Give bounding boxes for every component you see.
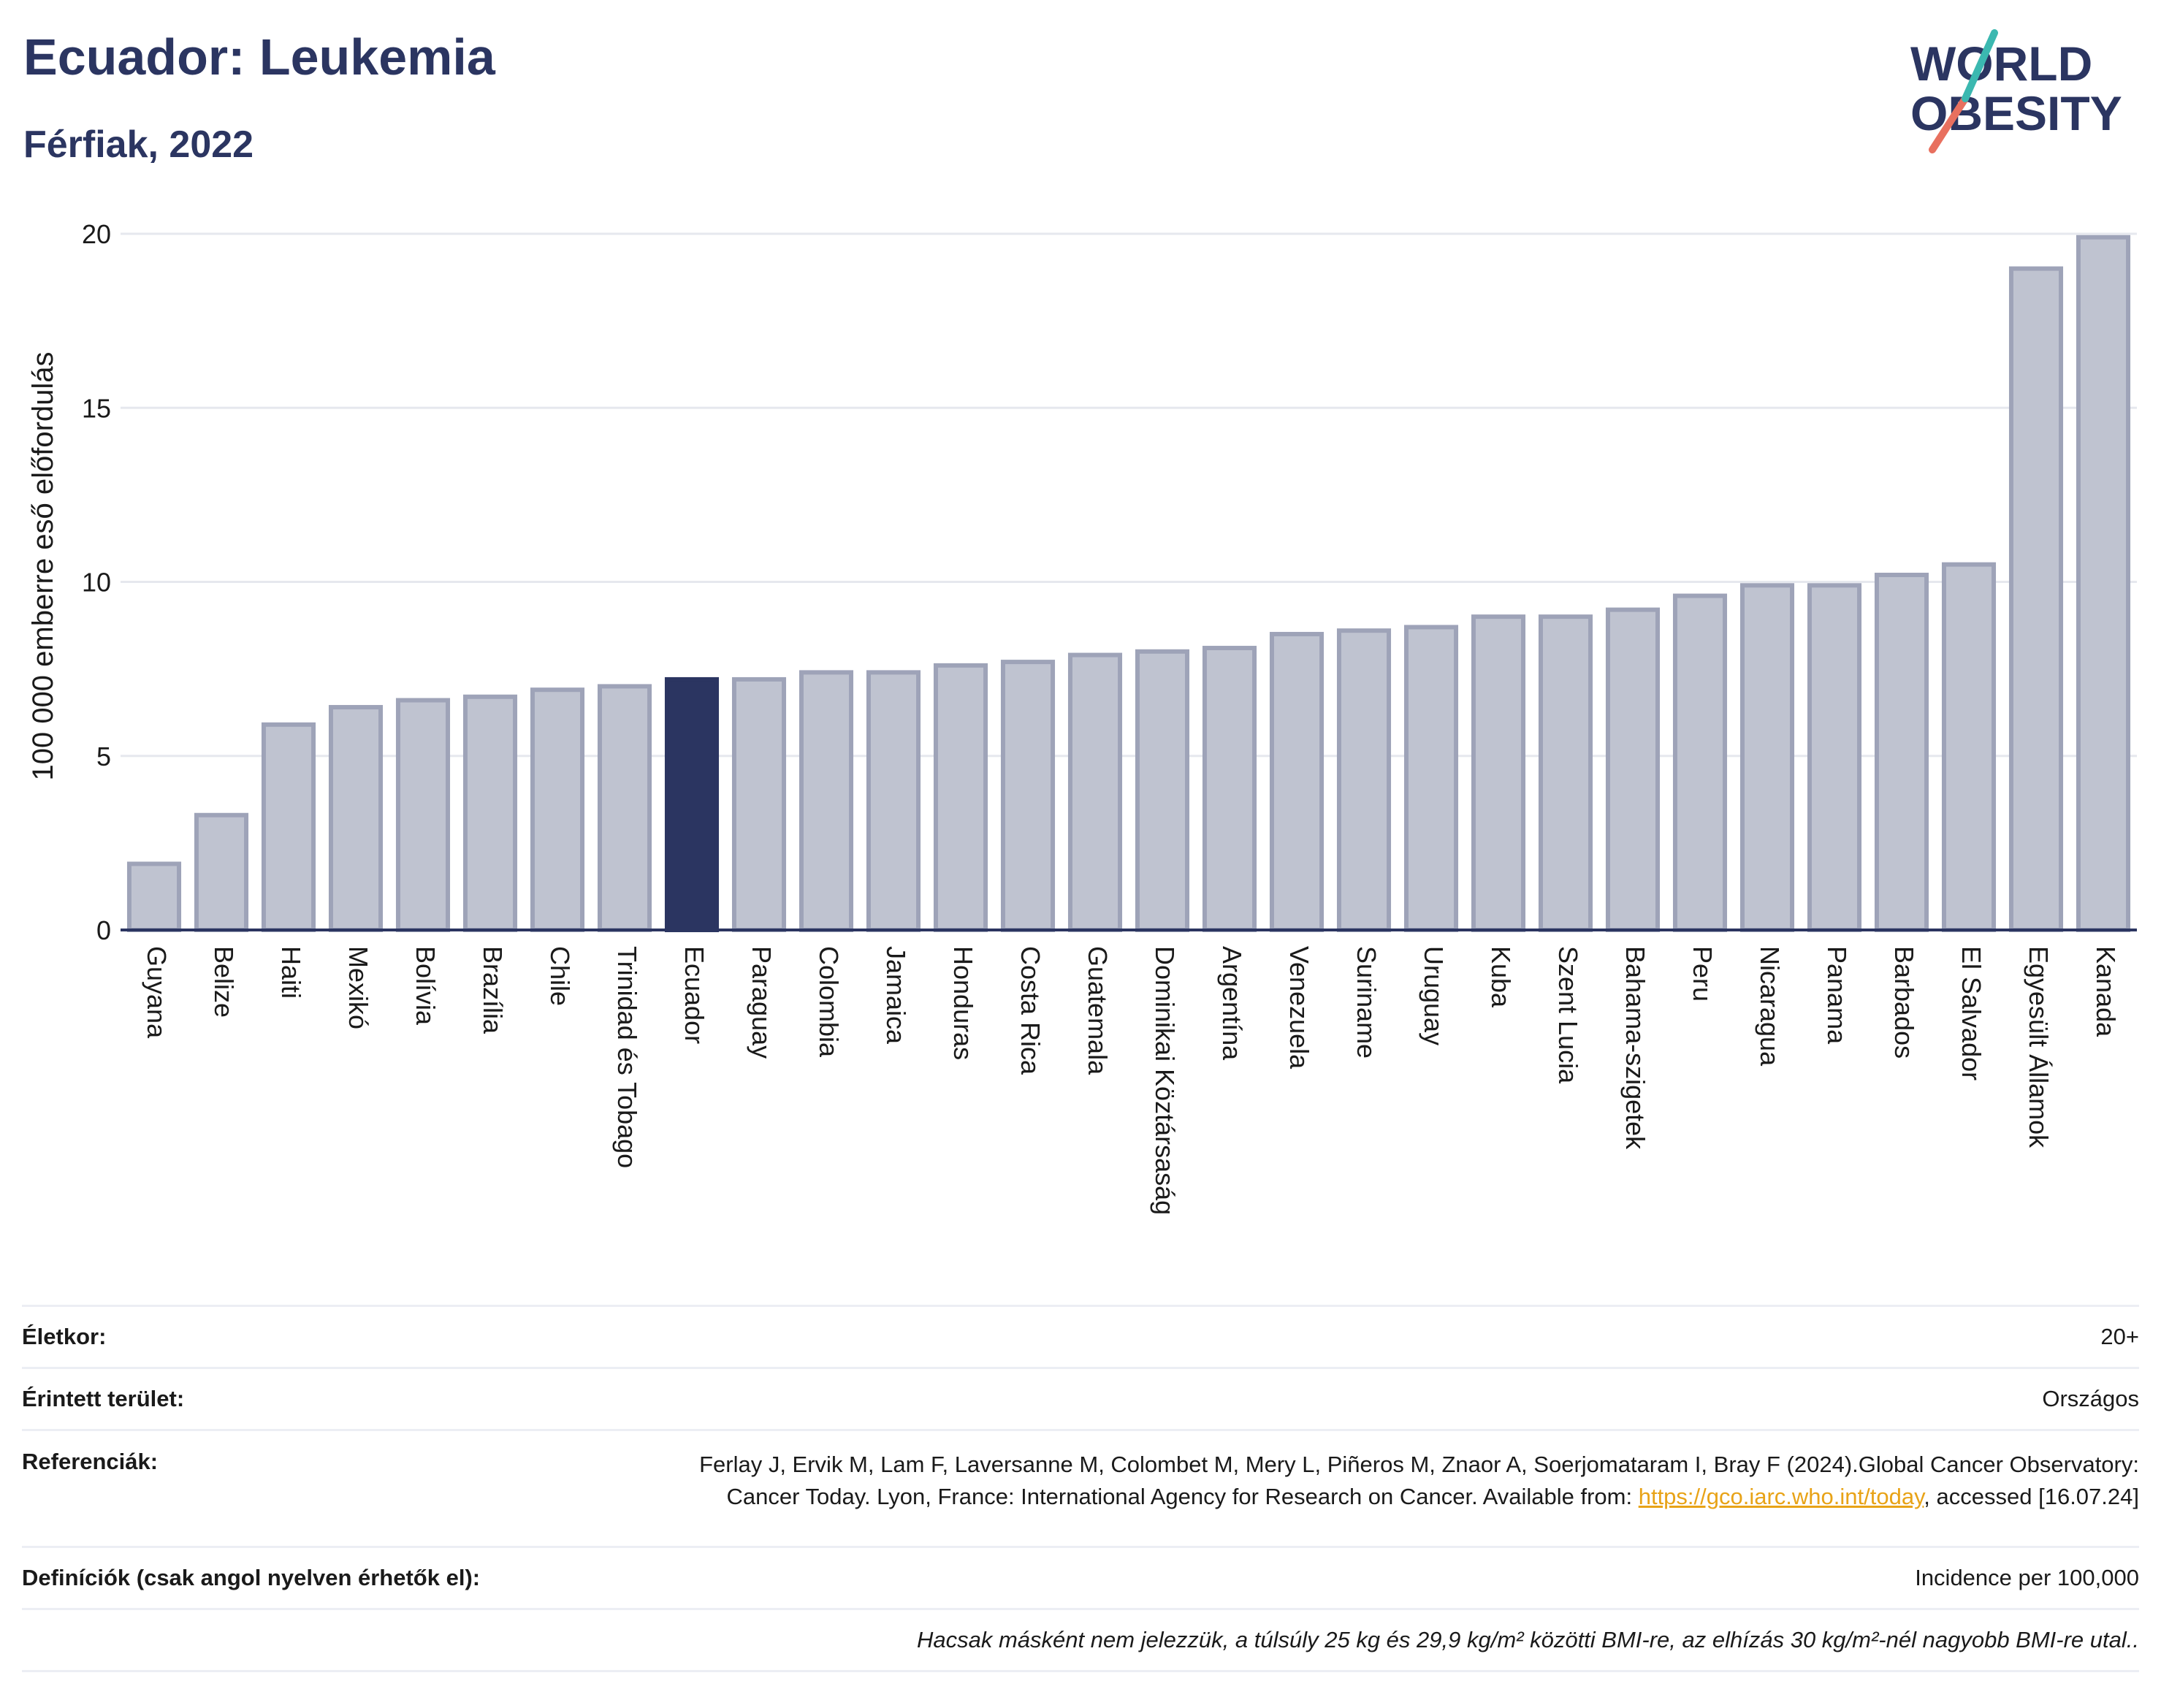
bar-venezuela — [1269, 631, 1325, 932]
bar-bahama-szigetek — [1605, 607, 1661, 932]
bar-guyana — [126, 861, 182, 932]
bar-barbados — [1874, 572, 1929, 932]
x-tick-label: Panama — [1822, 946, 1852, 1045]
bar-haiti — [261, 722, 316, 932]
world-obesity-logo: WORLD OBESITY — [1910, 29, 2122, 153]
definitions-row: Definíciók (csak angol nyelven érhetők e… — [22, 1546, 2139, 1608]
note-row: Hacsak másként nem jelezzük, a túlsúly 2… — [22, 1608, 2139, 1672]
bar-suriname — [1336, 628, 1392, 933]
grid-lines — [121, 232, 2137, 758]
area-label: Érintett terület: — [22, 1386, 185, 1411]
x-tick-label: Uruguay — [1419, 946, 1449, 1045]
references-row: Referenciák: Ferlay J, Ervik M, Lam F, L… — [22, 1429, 2139, 1546]
age-label: Életkor: — [22, 1324, 107, 1349]
area-row: Érintett terület: Országos — [22, 1367, 2139, 1429]
x-tick-label: Kanada — [2091, 946, 2121, 1037]
x-tick-label: Egyesült Államok — [2024, 946, 2054, 1148]
y-tick-label: 0 — [96, 915, 111, 945]
bar-chart: 0 5 10 15 20 100 000 emberre eső előfordulás… — [27, 219, 2137, 1215]
x-tick-label: Suriname — [1352, 946, 1381, 1059]
x-tick-label: Argentína — [1217, 946, 1247, 1061]
bar-jamaica — [866, 670, 921, 932]
x-tick-label: Peru — [1688, 946, 1718, 1002]
references-text-2: , accessed [16.07.24] — [1924, 1484, 2139, 1509]
chart-title: Ecuador: Leukemia — [23, 28, 495, 85]
bar-costa-rica — [1000, 660, 1056, 932]
bar-szent-lucia — [1538, 614, 1593, 933]
definitions-label: Definíciók (csak angol nyelven érhetők e… — [22, 1565, 481, 1590]
y-axis-ticks: 0 5 10 15 20 — [82, 219, 111, 945]
bar-paraguay — [731, 676, 787, 932]
x-tick-label: Venezuela — [1284, 946, 1314, 1070]
logo-line1: WORLD — [1910, 37, 2092, 91]
x-tick-label: Mexikó — [343, 946, 373, 1029]
references-text-1: Ferlay J, Ervik M, Lam F, Laversanne M, … — [699, 1452, 2139, 1509]
bar-colombia — [799, 670, 854, 932]
chart-subtitle: Férfiak, 2022 — [23, 123, 254, 166]
bar-kuba — [1471, 614, 1526, 933]
logo-slash-lower — [1929, 95, 1969, 153]
logo-slash-upper — [1962, 29, 1998, 102]
bar-panama — [1807, 583, 1862, 932]
bar-kanada — [2076, 235, 2131, 932]
x-tick-label: Brazília — [478, 946, 508, 1034]
y-tick-label: 10 — [82, 568, 111, 598]
x-tick-label: Belize — [209, 946, 239, 1018]
y-tick-label: 20 — [82, 219, 111, 249]
bar-ecuador — [664, 676, 720, 932]
references-label: Referenciák: — [22, 1449, 159, 1474]
bar-mexik- — [328, 705, 384, 932]
note-text: Hacsak másként nem jelezzük, a túlsúly 2… — [917, 1627, 2139, 1652]
x-tick-label: Trinidad és Tobago — [612, 946, 642, 1168]
x-tick-label: Ecuador — [679, 946, 709, 1044]
x-tick-label: Chile — [545, 946, 575, 1006]
x-tick-label: Guatemala — [1083, 946, 1113, 1075]
x-tick-label: El Salvador — [1956, 946, 1986, 1080]
bar-el-salvador — [1941, 562, 1997, 932]
bar-braz-lia — [462, 694, 518, 932]
age-value: 20+ — [2100, 1324, 2139, 1349]
x-tick-label: Haiti — [276, 946, 306, 999]
bar-uruguay — [1403, 625, 1459, 932]
x-axis-labels: Guyana Belize Haiti Mexikó Bolívia Brazília Ch… — [142, 946, 2121, 1215]
info-table: Életkor: 20+ Érintett terület: Országos … — [22, 1305, 2139, 1672]
age-row: Életkor: 20+ — [22, 1305, 2139, 1367]
bars — [126, 235, 2131, 933]
bar-honduras — [933, 663, 988, 932]
x-tick-label: Dominikai Köztársaság — [1150, 946, 1180, 1215]
x-tick-label: Szent Lucia — [1553, 946, 1583, 1084]
bar-guatemala — [1067, 652, 1123, 932]
references-value: Ferlay J, Ervik M, Lam F, Laversanne M, … — [641, 1449, 2139, 1513]
x-tick-label: Colombia — [814, 946, 844, 1058]
y-tick-label: 15 — [82, 393, 111, 423]
x-tick-label: Paraguay — [747, 946, 777, 1059]
bar-dominikai-k-zt-rsas-g — [1135, 649, 1190, 932]
bar-peru — [1672, 593, 1728, 932]
x-tick-label: Honduras — [948, 946, 978, 1060]
y-axis-label: 100 000 emberre eső előfordulás — [27, 351, 59, 780]
bar-nicaragua — [1739, 583, 1795, 932]
bar-bol-via — [395, 698, 451, 932]
x-tick-label: Nicaragua — [1755, 946, 1785, 1067]
x-tick-label: Barbados — [1889, 946, 1919, 1059]
x-tick-label: Kuba — [1486, 946, 1516, 1008]
bar-chile — [530, 687, 585, 933]
y-tick-label: 5 — [96, 741, 111, 771]
area-value: Országos — [2042, 1386, 2139, 1411]
x-tick-label: Bolívia — [411, 946, 441, 1026]
bar-egyes-lt-llamok — [2008, 266, 2064, 932]
x-tick-label: Guyana — [142, 946, 172, 1039]
x-tick-label: Costa Rica — [1015, 946, 1045, 1075]
x-tick-label: Jamaica — [881, 946, 911, 1045]
bar-trinidad-s-tobago — [597, 684, 652, 932]
definitions-value: Incidence per 100,000 — [1915, 1565, 2139, 1590]
x-tick-label: Bahama-szigetek — [1620, 946, 1650, 1150]
bar-belize — [194, 812, 249, 932]
references-link[interactable]: https://gco.iarc.who.int/today — [1638, 1484, 1924, 1509]
bar-argent-na — [1202, 646, 1257, 932]
